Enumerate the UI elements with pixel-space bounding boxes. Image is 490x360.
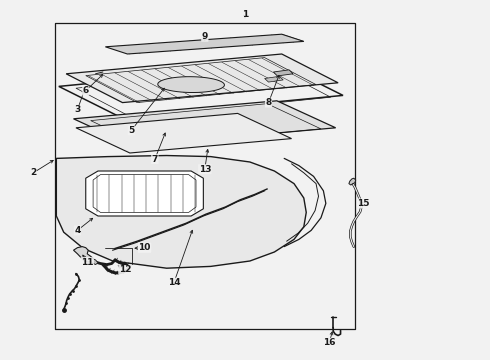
Polygon shape (349, 178, 356, 185)
Polygon shape (158, 77, 224, 93)
Polygon shape (86, 171, 203, 216)
Text: 3: 3 (74, 105, 80, 114)
Polygon shape (273, 70, 293, 76)
Polygon shape (265, 76, 283, 82)
Polygon shape (105, 34, 304, 54)
Polygon shape (74, 247, 93, 262)
Text: 16: 16 (323, 338, 336, 347)
Text: 4: 4 (74, 226, 81, 235)
Text: 14: 14 (168, 278, 180, 287)
Polygon shape (76, 113, 292, 153)
Polygon shape (56, 156, 306, 268)
Text: 10: 10 (138, 243, 151, 252)
Polygon shape (91, 258, 98, 265)
Text: 8: 8 (266, 98, 271, 107)
Text: 1: 1 (242, 10, 248, 19)
Text: 11: 11 (81, 258, 94, 266)
Text: 9: 9 (201, 32, 208, 41)
Text: 10: 10 (138, 243, 151, 252)
Text: 7: 7 (151, 155, 158, 163)
Polygon shape (66, 54, 338, 103)
Text: 6: 6 (83, 86, 89, 95)
Text: 5: 5 (128, 126, 134, 135)
Text: 15: 15 (357, 199, 370, 208)
Text: 2: 2 (30, 168, 36, 177)
Polygon shape (74, 101, 336, 146)
Text: 12: 12 (119, 266, 131, 275)
Text: 13: 13 (198, 165, 211, 174)
